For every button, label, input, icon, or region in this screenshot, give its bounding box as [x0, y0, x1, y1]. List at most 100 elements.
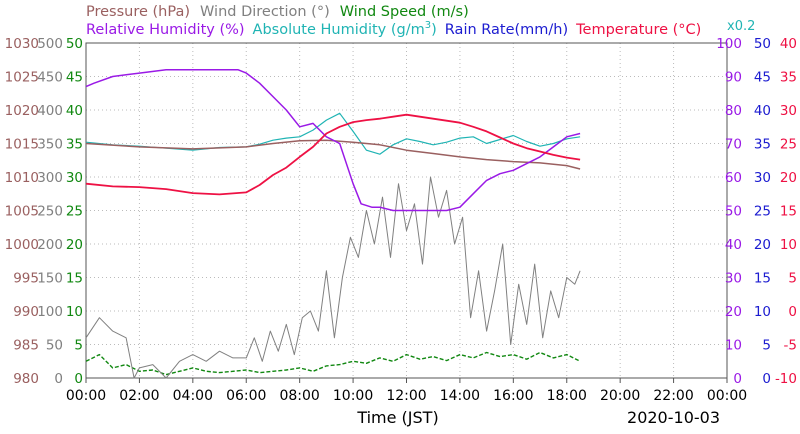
x-tick-label-5: 10:00	[333, 388, 373, 404]
tick-temperature-7: 5	[788, 271, 797, 287]
tick-wind-direction-1: 450	[37, 70, 63, 86]
tick-relative-humidity-1: 90	[725, 70, 742, 86]
x-tick-label-4: 08:00	[279, 388, 319, 404]
tick-wind-speed-6: 20	[66, 237, 83, 253]
legend-item-1-0: Pressure (hPa)	[86, 4, 190, 20]
tick-wind-direction-3: 350	[37, 137, 63, 153]
tick-rain-rate-4: 30	[754, 170, 771, 186]
tick-pressure-4: 1010	[5, 170, 39, 186]
tick-wind-direction-10: 0	[54, 371, 63, 387]
tick-rain-rate-0: 50	[754, 36, 771, 52]
tick-temperature-0: 40	[780, 36, 797, 52]
tick-wind-speed-10: 0	[74, 371, 83, 387]
tick-wind-direction-9: 50	[46, 338, 63, 354]
tick-wind-speed-8: 10	[66, 304, 83, 320]
tick-pressure-10: 980	[13, 371, 39, 387]
legend-item-2-0: Relative Humidity (%)	[86, 22, 245, 38]
x-tick-label-0: 00:00	[66, 388, 106, 404]
x-tick-label-12: 00:00	[707, 388, 747, 404]
tick-relative-humidity-6: 40	[725, 237, 742, 253]
x-axis: 00:00 02:00 04:00 06:00 08:00 10:00 12:00 14:00…	[66, 378, 747, 404]
tick-temperature-4: 20	[780, 170, 797, 186]
tick-rain-rate-7: 15	[754, 271, 771, 287]
tick-temperature-10: -10	[775, 371, 797, 387]
series-wind-direction	[85, 176, 581, 379]
x-tick-label-2: 04:00	[173, 388, 213, 404]
tick-relative-humidity-9: 10	[725, 338, 742, 354]
tick-pressure-0: 1030	[5, 36, 39, 52]
tick-rain-rate-1: 45	[754, 70, 771, 86]
x-tick-label-8: 16:00	[493, 388, 533, 404]
tick-wind-direction-7: 150	[37, 271, 63, 287]
tick-wind-speed-1: 45	[66, 70, 83, 86]
x-tick-label-3: 06:00	[226, 388, 266, 404]
tick-wind-direction-0: 500	[37, 36, 63, 52]
tick-pressure-3: 1015	[5, 137, 39, 153]
tick-rain-rate-10: 0	[762, 371, 771, 387]
legend-row-2: Relative Humidity (%) Absolute Humidity (…	[86, 20, 701, 38]
series-wind-speed-m-s	[85, 351, 581, 376]
legend: Pressure (hPa) Wind Direction (°) Wind Spe…	[86, 4, 755, 38]
tick-pressure-8: 990	[13, 304, 39, 320]
legend-row-1: Pressure (hPa) Wind Direction (°) Wind Spe…	[86, 4, 469, 20]
tick-wind-speed-4: 30	[66, 170, 83, 186]
tick-temperature-3: 25	[780, 137, 797, 153]
tick-relative-humidity-4: 60	[725, 170, 742, 186]
plot-area	[85, 69, 581, 379]
tick-rain-rate-9: 5	[762, 338, 771, 354]
tick-relative-humidity-10: 0	[733, 371, 742, 387]
series-relative-humidity	[85, 69, 581, 212]
tick-relative-humidity-3: 70	[725, 137, 742, 153]
tick-relative-humidity-2: 80	[725, 103, 742, 119]
axes: 1030102510201015101010051000995990985980…	[5, 36, 797, 387]
tick-temperature-5: 15	[780, 204, 797, 220]
tick-pressure-6: 1000	[5, 237, 39, 253]
date-label: 2020-10-03	[627, 408, 720, 427]
series-pressure-hpa	[85, 139, 581, 170]
rain-scale-note: x0.2	[727, 19, 755, 34]
tick-pressure-9: 985	[13, 338, 39, 354]
tick-rain-rate-5: 25	[754, 204, 771, 220]
tick-pressure-1: 1025	[5, 70, 39, 86]
tick-pressure-5: 1005	[5, 204, 39, 220]
x-tick-label-11: 22:00	[653, 388, 693, 404]
tick-wind-speed-9: 5	[74, 338, 83, 354]
tick-wind-direction-5: 250	[37, 204, 63, 220]
tick-relative-humidity-7: 30	[725, 271, 742, 287]
tick-temperature-8: 0	[788, 304, 797, 320]
tick-wind-speed-0: 50	[66, 36, 83, 52]
tick-wind-direction-6: 200	[37, 237, 63, 253]
tick-relative-humidity-0: 100	[716, 36, 742, 52]
x-axis-label: Time (JST)	[356, 408, 438, 427]
tick-relative-humidity-8: 20	[725, 304, 742, 320]
tick-rain-rate-3: 35	[754, 137, 771, 153]
legend-item-1-2: Wind Speed (m/s)	[340, 4, 469, 20]
x-tick-label-10: 20:00	[600, 388, 640, 404]
tick-rain-rate-6: 20	[754, 237, 771, 253]
tick-temperature-2: 30	[780, 103, 797, 119]
tick-relative-humidity-5: 50	[725, 204, 742, 220]
tick-pressure-2: 1020	[5, 103, 39, 119]
x-tick-label-7: 14:00	[440, 388, 480, 404]
x-tick-label-1: 02:00	[119, 388, 159, 404]
tick-wind-direction-4: 300	[37, 170, 63, 186]
legend-item-1-1: Wind Direction (°)	[200, 4, 330, 20]
tick-temperature-9: -5	[784, 338, 797, 354]
tick-wind-direction-8: 100	[37, 304, 63, 320]
x-tick-label-6: 12:00	[386, 388, 426, 404]
legend-item-2-2: Rain Rate(mm/h)	[445, 22, 568, 38]
legend-item-2-1: Absolute Humidity (g/m3)	[253, 20, 437, 38]
tick-rain-rate-8: 10	[754, 304, 771, 320]
x-tick-label-9: 18:00	[547, 388, 587, 404]
series-temperature-c	[85, 113, 581, 196]
tick-wind-speed-2: 40	[66, 103, 83, 119]
tick-rain-rate-2: 40	[754, 103, 771, 119]
tick-wind-speed-3: 35	[66, 137, 83, 153]
legend-item-2-3: Temperature (°C)	[575, 22, 701, 38]
tick-wind-direction-2: 400	[37, 103, 63, 119]
tick-temperature-1: 35	[780, 70, 797, 86]
tick-wind-speed-5: 25	[66, 204, 83, 220]
tick-temperature-6: 10	[780, 237, 797, 253]
tick-pressure-7: 995	[13, 271, 39, 287]
